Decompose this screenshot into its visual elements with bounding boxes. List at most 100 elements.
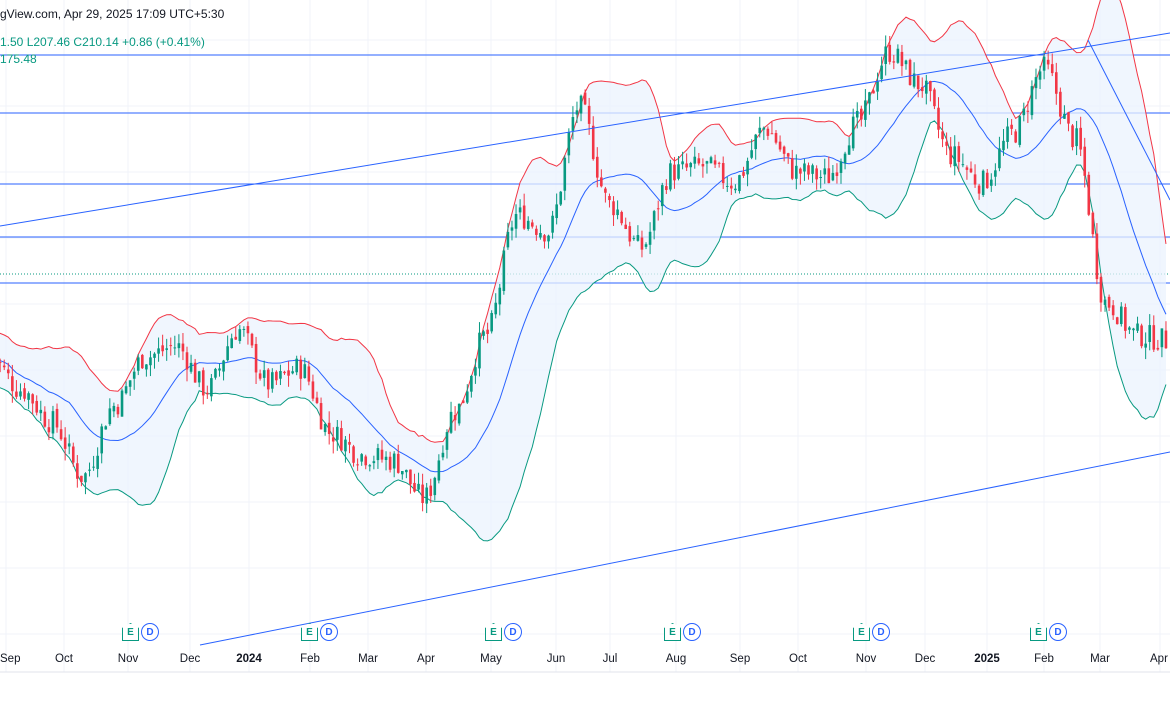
candle-body [275,371,278,381]
candle [555,193,558,225]
earnings-icon[interactable]: E [664,623,681,641]
candle [843,151,847,170]
candle-body [571,117,575,131]
candle-body [925,80,928,94]
candle-body [340,428,343,451]
candle [498,283,502,316]
candle-body [63,437,67,449]
time-axis-tick-label: Nov [117,653,139,665]
candle [660,182,664,216]
candle-body [855,110,859,118]
candle-body [518,207,522,213]
candle-body [912,73,916,87]
candle [876,72,879,100]
candle-body [315,397,319,403]
candle-body [449,411,453,433]
candle [234,326,238,340]
candle-body [71,446,75,463]
candle [1160,328,1164,358]
time-axis-tick-label: Nov [855,653,877,665]
candle-body [356,464,359,466]
candle [1075,120,1078,156]
dividend-icon[interactable]: D [504,623,522,641]
candle-body [421,484,424,504]
candle [799,167,802,185]
candle-body [522,205,526,229]
candle-body [916,75,920,90]
candle-body [413,482,416,492]
candle-body [437,460,441,481]
earnings-icon[interactable]: E [853,623,870,641]
time-axis-tick-label: Mar [1090,653,1110,665]
candle-body [665,186,668,190]
candle-body [981,170,985,196]
dividend-icon[interactable]: D [872,623,890,641]
candle-body [815,168,818,180]
candle-body [697,158,701,164]
candle [210,373,213,402]
candle [116,404,120,418]
candle-body [1128,327,1131,330]
candle-body [1156,347,1160,350]
candle [1022,102,1026,122]
candle [884,35,887,76]
candle [6,362,10,380]
earnings-icon[interactable]: E [485,623,502,641]
candle-body [994,170,997,177]
time-axis-tick-label: Apr [1150,653,1168,665]
dividend-icon[interactable]: D [320,623,338,641]
candle [84,472,87,495]
candle-body [92,466,95,468]
candle [612,196,615,226]
candle [567,128,571,164]
candle-body [750,150,753,158]
candle [709,155,713,164]
candle-body [230,338,233,349]
candle-body [1152,325,1156,350]
candle-body [1136,323,1139,331]
dividend-icon[interactable]: D [683,623,701,641]
time-axis-tick-label: 2025 [974,653,1000,665]
candle [977,183,981,200]
candle [271,368,274,393]
candle [1063,105,1066,119]
candle-body [1091,212,1095,235]
candle [929,80,932,102]
candle-body [709,157,713,164]
candle [819,170,822,189]
candle-body [1144,343,1147,348]
candle-body [669,163,672,190]
dividend-icon[interactable]: D [141,623,159,641]
earnings-icon[interactable]: E [122,623,139,641]
candle [701,158,705,178]
earnings-icon[interactable]: E [301,623,318,641]
candle [299,355,303,391]
candle-body [604,188,607,193]
candle-body [851,116,855,149]
candle [868,91,871,115]
candle-body [1026,110,1030,112]
candle [1042,50,1046,80]
candle-body [721,163,725,184]
candle-body [1046,59,1050,65]
candle-body [652,211,656,231]
candle-body [1010,124,1013,129]
candle [961,153,965,168]
candle-body [957,146,961,162]
candle-body [67,443,71,447]
candle [392,451,396,478]
earnings-icon[interactable]: E [1030,623,1047,641]
dividend-icon[interactable]: D [1049,623,1067,641]
candle [222,359,225,381]
candle-body [1103,299,1107,305]
candle [1099,273,1103,312]
candle [254,336,258,385]
ohlc-legend: 1.50 L207.46 C210.14 +0.86 (+0.41%) [0,35,205,49]
